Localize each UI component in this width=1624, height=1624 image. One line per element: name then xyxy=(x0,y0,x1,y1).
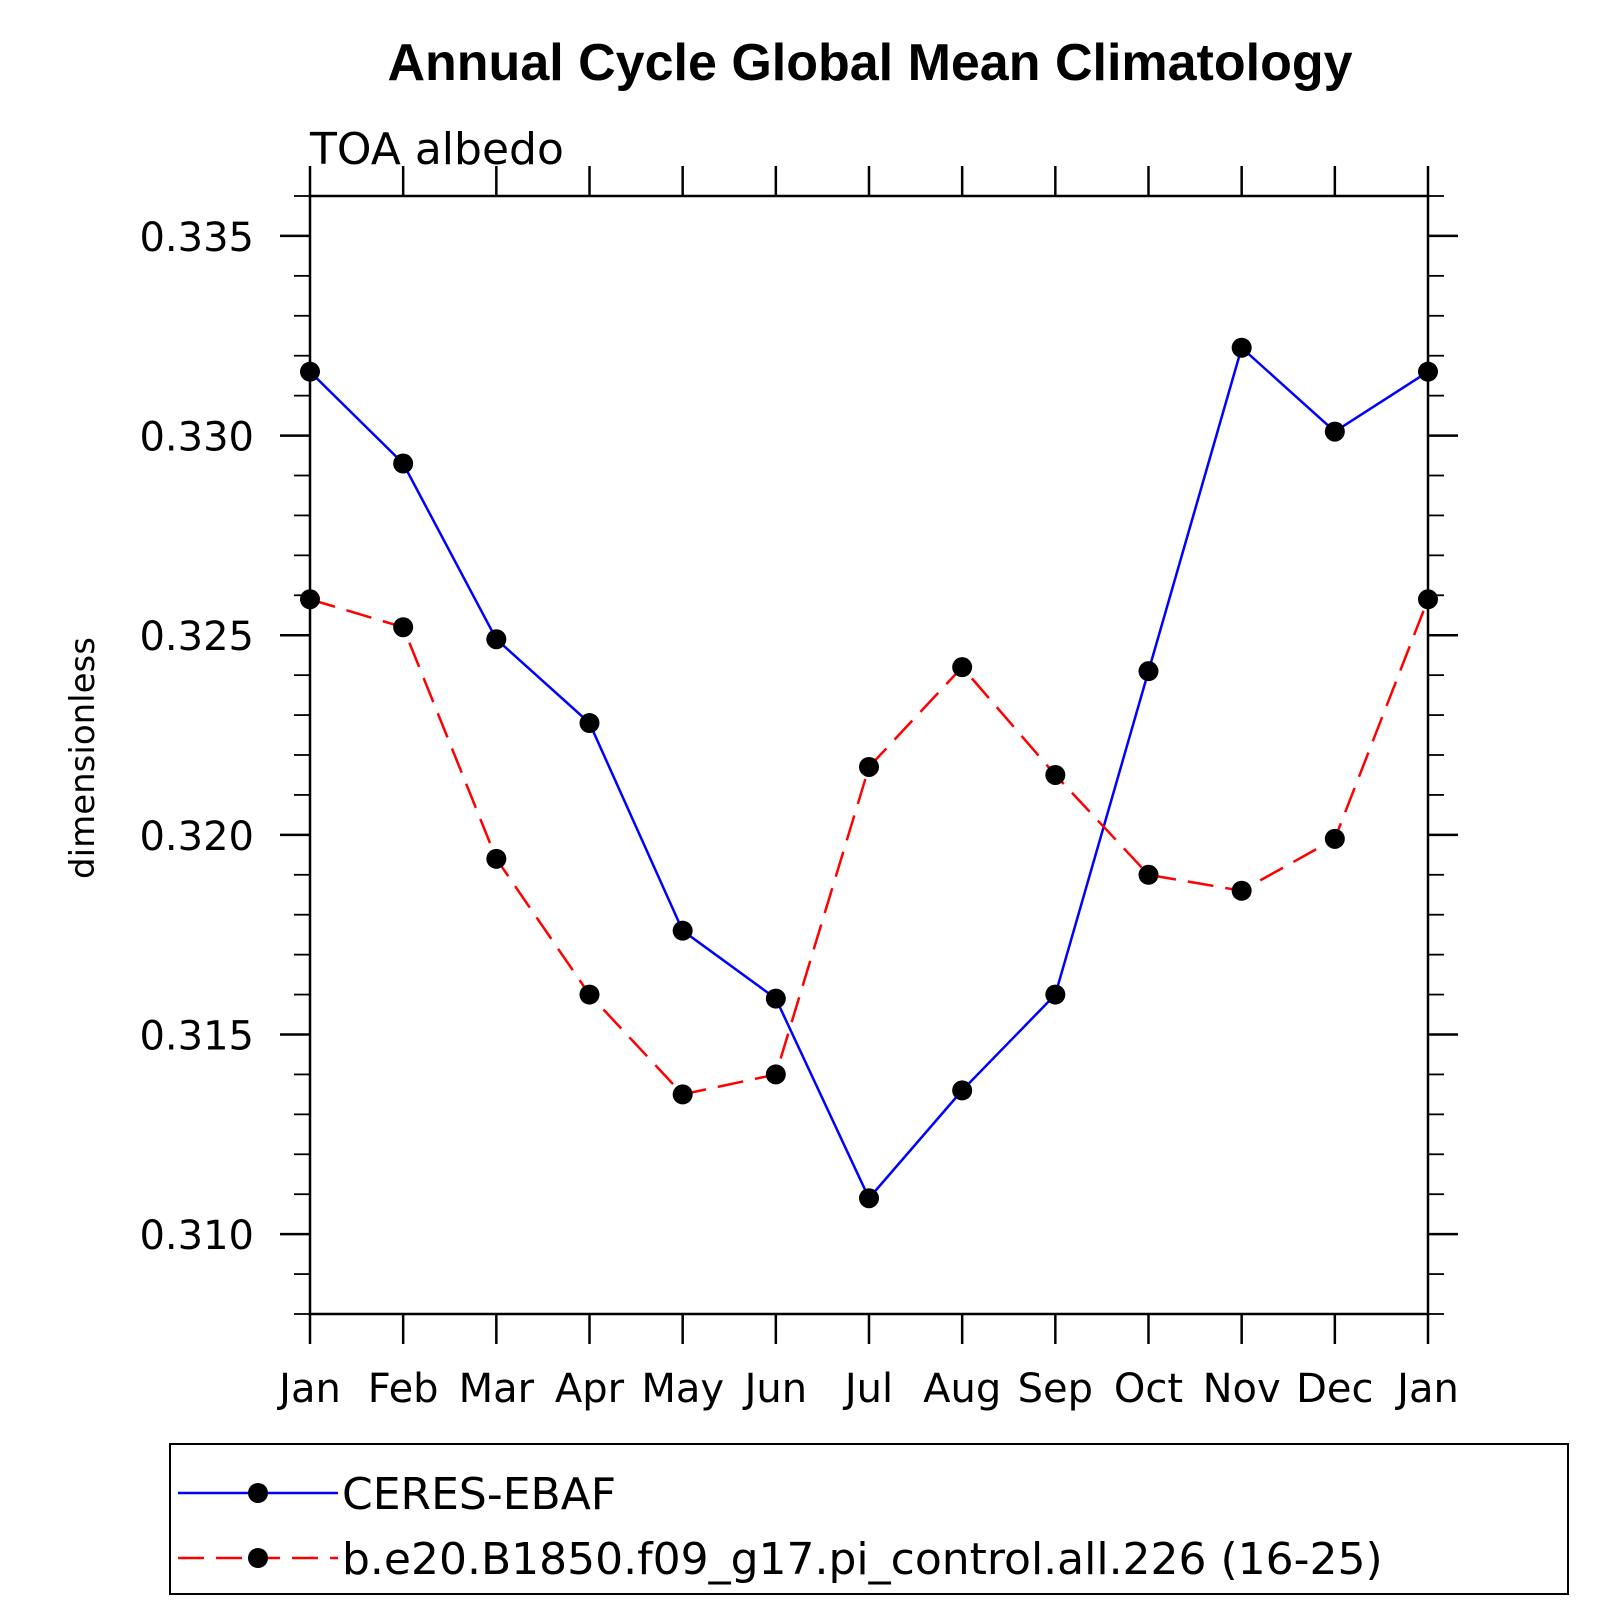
data-point xyxy=(672,1084,693,1105)
data-point xyxy=(1231,880,1252,901)
data-point xyxy=(1045,764,1066,785)
data-point xyxy=(579,984,600,1005)
y-tick-label: 0.310 xyxy=(139,1213,254,1259)
x-tick-label: May xyxy=(641,1366,724,1412)
data-point xyxy=(672,920,693,941)
data-point xyxy=(1045,984,1066,1005)
data-point xyxy=(486,848,507,869)
data-point xyxy=(486,629,507,650)
x-tick-label: Sep xyxy=(1018,1366,1093,1412)
data-point xyxy=(765,1064,786,1085)
data-point xyxy=(300,361,320,382)
y-tick-label: 0.335 xyxy=(139,215,254,261)
data-point xyxy=(1418,589,1438,610)
x-tick-label: Oct xyxy=(1114,1366,1183,1412)
y-tick-label: 0.315 xyxy=(139,1014,254,1060)
y-tick-label: 0.325 xyxy=(139,614,254,660)
chart-title: Annual Cycle Global Mean Climatology xyxy=(387,34,1352,92)
series-line-2 xyxy=(309,598,1430,1096)
x-tick-label: Dec xyxy=(1296,1366,1373,1412)
data-point xyxy=(1324,828,1345,849)
y-tick-labels: 0.310 0.315 0.320 0.325 0.330 0.335 xyxy=(139,215,254,1259)
legend-marker xyxy=(248,1548,268,1568)
x-tick-label: Feb xyxy=(368,1366,439,1412)
x-tick-label: Jul xyxy=(842,1366,893,1412)
y-tick-label: 0.320 xyxy=(139,814,254,860)
legend-box xyxy=(169,1443,1569,1595)
data-point xyxy=(1231,337,1252,358)
chart-subtitle: TOA albedo xyxy=(309,124,564,175)
axis-ticks xyxy=(280,166,1458,1344)
x-tick-label: Mar xyxy=(459,1366,535,1412)
data-point xyxy=(393,453,414,474)
data-point xyxy=(1138,864,1159,885)
series-group xyxy=(300,337,1438,1209)
x-tick-label: Nov xyxy=(1203,1366,1281,1412)
x-tick-label: Apr xyxy=(555,1366,625,1412)
x-tick-label: Aug xyxy=(923,1366,1001,1412)
data-point xyxy=(952,657,973,678)
data-point xyxy=(859,1188,879,1209)
data-point xyxy=(765,988,786,1009)
x-tick-label: Jan xyxy=(1394,1366,1459,1412)
x-tick-label: Jan xyxy=(276,1366,341,1412)
legend: CERES-EBAF b.e20.B1850.f09_g17.pi_control… xyxy=(178,1469,1383,1585)
data-point xyxy=(300,589,320,610)
x-tick-label: Jun xyxy=(742,1366,808,1412)
legend-label-2: b.e20.B1850.f09_g17.pi_control.all.226 (… xyxy=(342,1534,1383,1585)
data-point xyxy=(393,617,414,638)
legend-marker xyxy=(248,1483,268,1503)
data-point xyxy=(1418,361,1438,382)
y-tick-label: 0.330 xyxy=(139,415,254,461)
data-point xyxy=(1324,421,1345,442)
legend-label-1: CERES-EBAF xyxy=(342,1469,616,1520)
data-point xyxy=(859,756,879,777)
data-point xyxy=(952,1080,973,1101)
x-tick-labels: Jan Feb Mar Apr May Jun Jul Aug Sep Oct Nov Dec Jan xyxy=(276,1366,1459,1412)
data-point xyxy=(1138,661,1159,682)
data-point xyxy=(579,713,600,734)
y-axis-label: dimensionless xyxy=(63,637,103,879)
